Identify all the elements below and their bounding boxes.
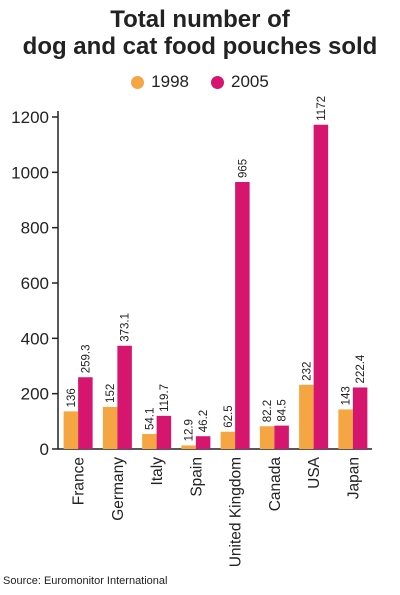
data-label-1998-spain: 12.9	[184, 419, 196, 441]
bar-1998-spain	[181, 445, 196, 449]
legend: 1998 2005	[0, 72, 400, 92]
data-label-2005-usa: 1172	[316, 96, 328, 121]
x-tick-label-spain: Spain	[188, 457, 205, 497]
legend-label-2005: 2005	[231, 72, 269, 91]
y-tick-label-400: 400	[21, 329, 49, 348]
source-note: Source: Euromonitor International	[3, 575, 168, 587]
legend-item-1998: 1998	[131, 72, 189, 92]
y-tick-label-200: 200	[21, 385, 49, 404]
x-tick-label-canada: Canada	[267, 457, 284, 512]
bar-2005-united-kingdom	[235, 182, 250, 449]
bar-2005-germany	[117, 345, 132, 449]
data-label-2005-japan: 222.4	[355, 354, 367, 383]
chart-title-line-1: Total number of	[110, 6, 290, 33]
chart-title-line-2: dog and cat food pouches sold	[22, 33, 378, 60]
y-tick-label-1200: 1200	[11, 108, 49, 127]
bar-2005-japan	[352, 387, 368, 449]
bar-1998-italy	[142, 434, 157, 449]
bar-2005-canada	[274, 425, 289, 449]
data-label-1998-united-kingdom: 62.5	[223, 405, 235, 427]
legend-swatch-2005	[211, 75, 224, 89]
data-label-2005-united-kingdom: 965	[237, 159, 249, 178]
data-label-2005-france: 259.3	[80, 344, 92, 373]
chart-title: Total number of dog and cat food pouches…	[0, 6, 400, 60]
y-tick-label-0: 0	[40, 440, 49, 459]
x-tick-label-france: France	[71, 457, 88, 505]
data-label-2005-italy: 119.7	[159, 384, 171, 412]
y-tick-label-600: 600	[21, 274, 49, 293]
bar-1998-japan	[338, 409, 353, 449]
bar-1998-usa	[299, 384, 314, 449]
bar-1998-canada	[259, 426, 275, 449]
data-label-1998-italy: 54.1	[144, 408, 156, 430]
y-tick-label-1000: 1000	[11, 163, 49, 182]
data-label-1998-canada: 82.2	[262, 400, 274, 422]
x-tick-label-usa: USA	[306, 456, 323, 489]
data-label-1998-france: 136	[66, 388, 78, 407]
data-label-2005-spain: 46.2	[198, 410, 210, 432]
data-label-1998-usa: 232	[301, 362, 313, 381]
x-tick-label-japan: Japan	[345, 457, 362, 499]
bar-2005-italy	[156, 415, 172, 449]
y-tick-label-800: 800	[21, 219, 49, 238]
legend-item-2005: 2005	[211, 72, 269, 92]
data-label-1998-germany: 152	[105, 384, 117, 403]
bar-1998-germany	[102, 406, 118, 449]
data-label-2005-germany: 373.1	[120, 313, 132, 342]
bar-2005-spain	[195, 436, 211, 449]
bar-2005-usa	[313, 124, 329, 449]
x-tick-label-united-kingdom: United Kingdom	[228, 457, 245, 567]
bar-1998-france	[63, 411, 79, 449]
data-label-1998-japan: 143	[341, 386, 353, 405]
bar-2005-france	[78, 377, 93, 449]
x-tick-label-germany: Germany	[110, 457, 127, 521]
data-label-2005-canada: 84.5	[277, 399, 289, 421]
legend-swatch-1998	[131, 75, 145, 89]
x-tick-label-italy: Italy	[149, 457, 166, 486]
legend-label-1998: 1998	[151, 72, 189, 91]
bar-1998-united-kingdom	[220, 431, 236, 449]
